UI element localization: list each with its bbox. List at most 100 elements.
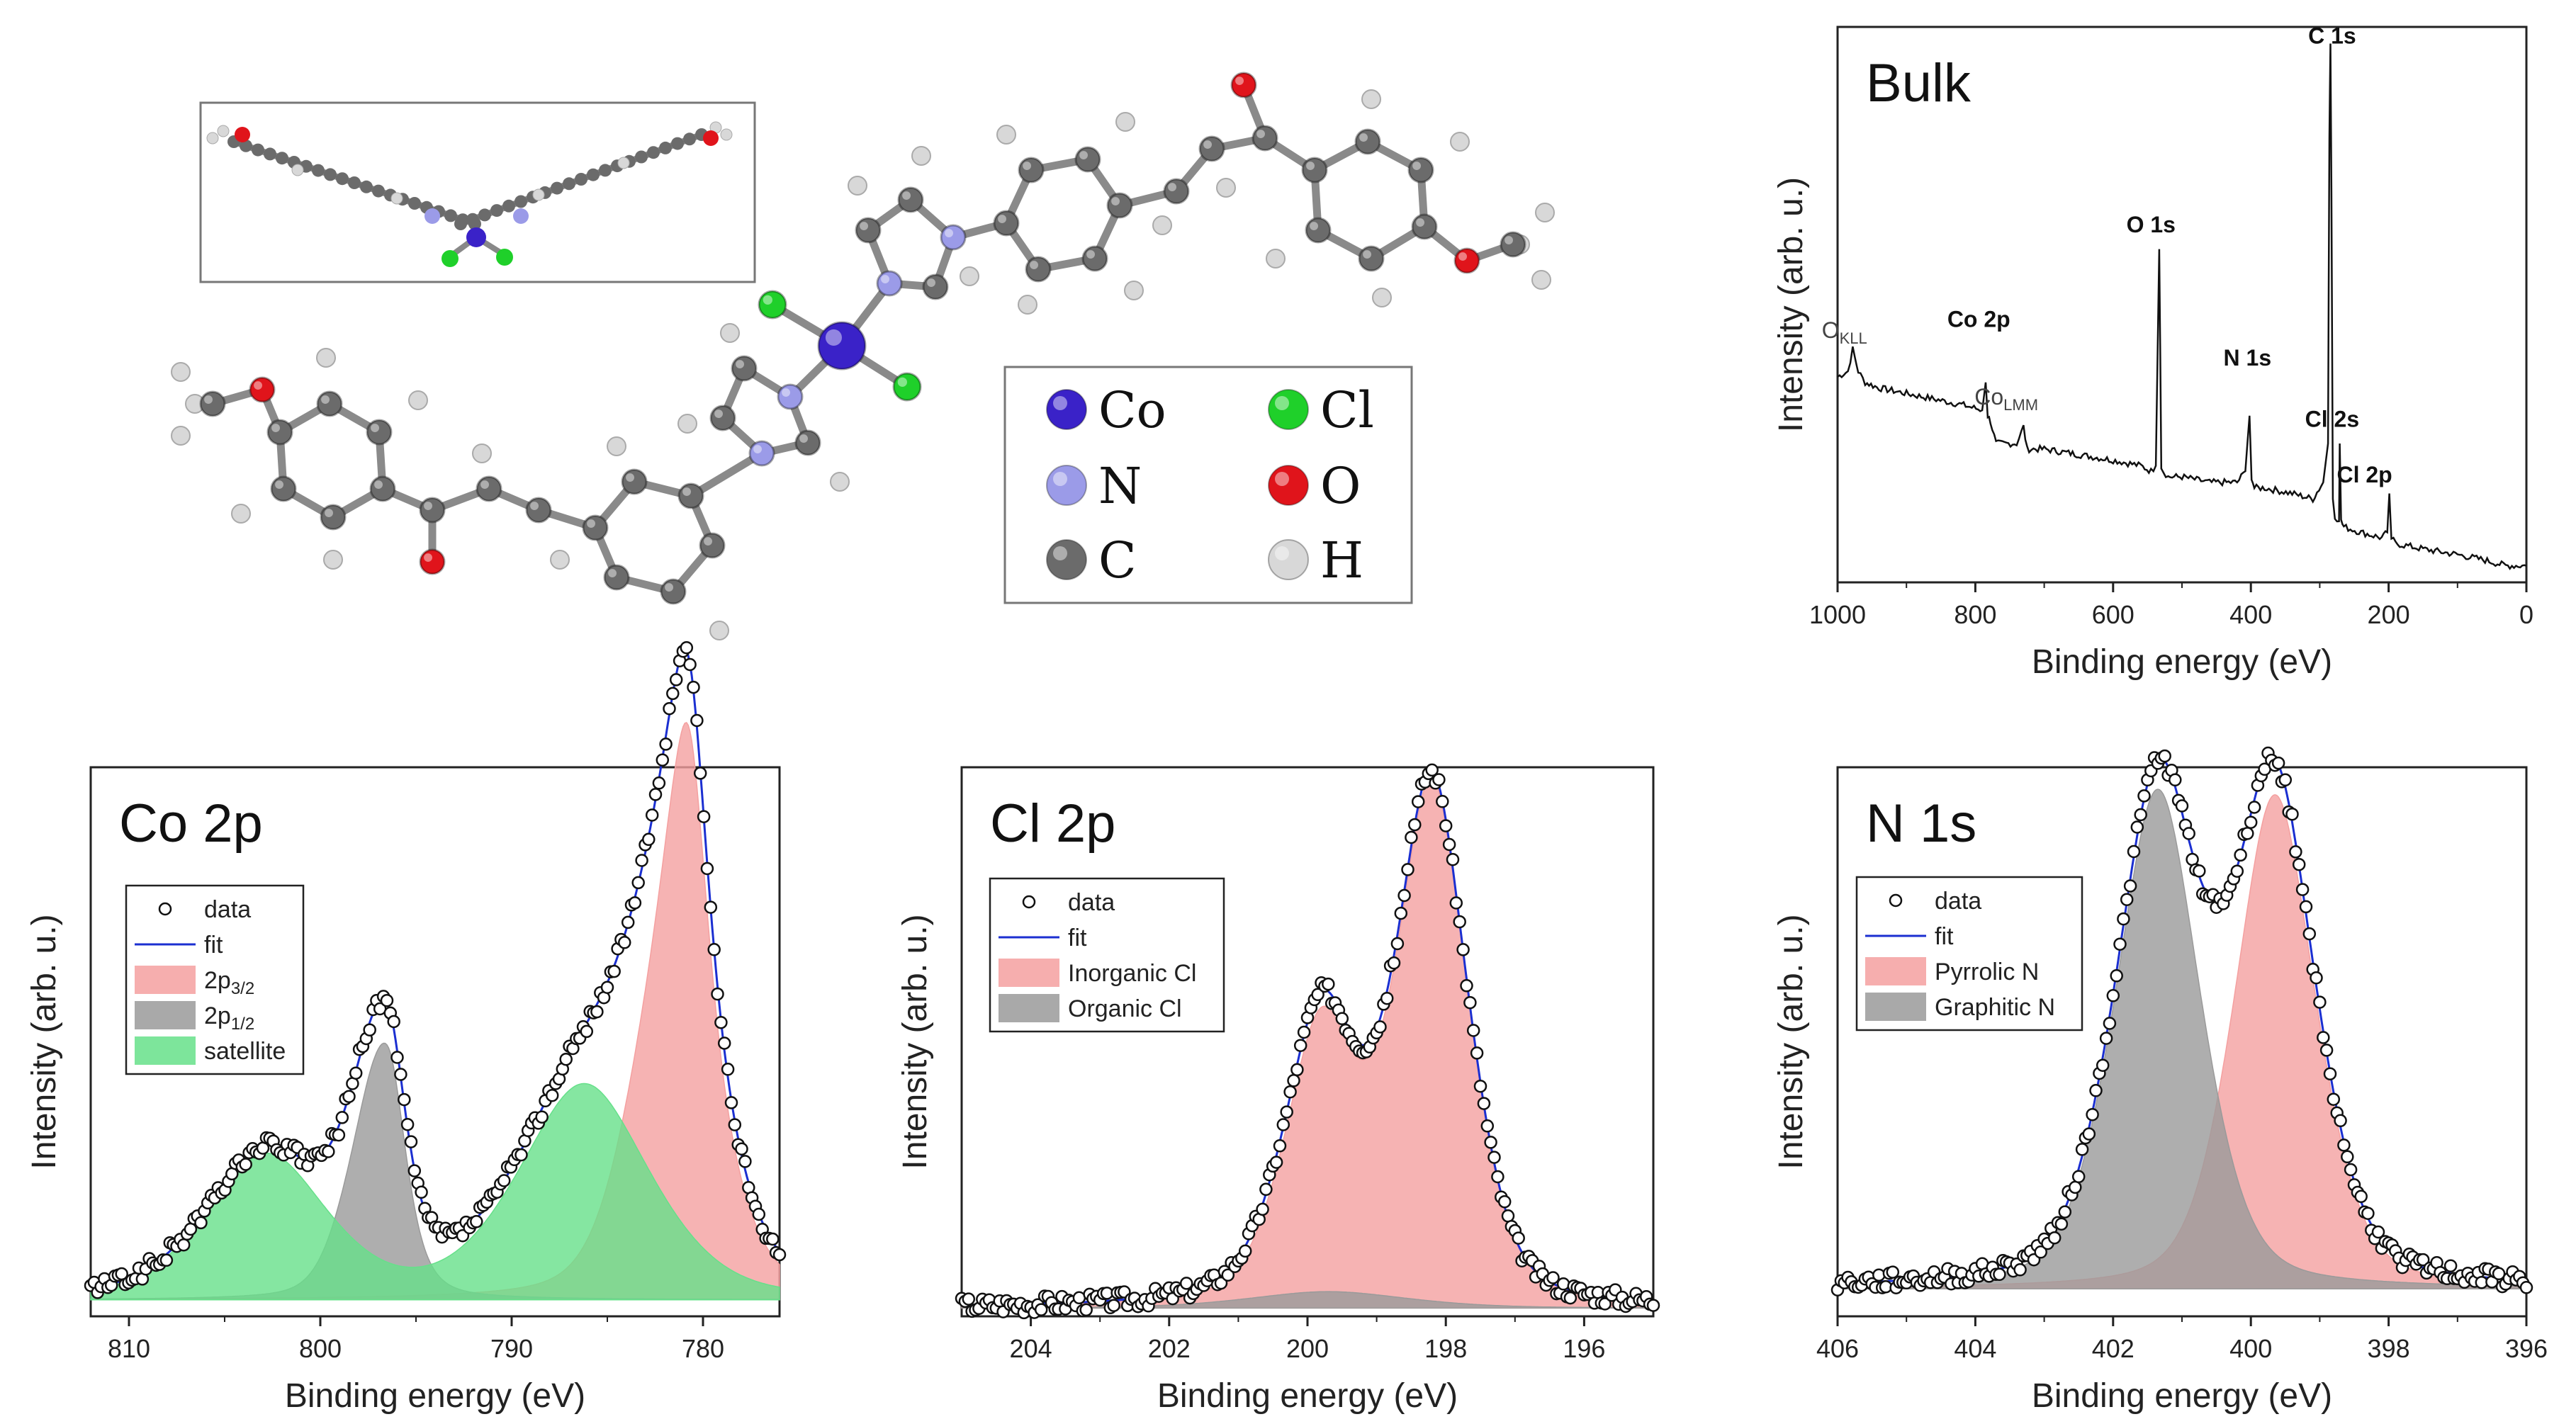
cl2p-data-point: [1256, 1202, 1269, 1216]
cl2p-legend-fit-text: fit: [1068, 925, 1087, 951]
cl2p-data-point: [1512, 1231, 1525, 1245]
co2p-data-point: [621, 915, 635, 929]
cl2p-legend-data-marker: [1022, 895, 1036, 909]
co2p-data-point: [239, 1158, 252, 1171]
cl-2p-panel: 204 202 200 198 196 Binding energy (eV) Intens…: [896, 763, 1660, 1415]
co2p-data-point: [407, 1164, 422, 1177]
cl2p-data-point: [1484, 1136, 1497, 1149]
atom-legend-c-label: C: [1098, 531, 1137, 589]
cl2p-data-point: [1107, 1299, 1120, 1312]
cl2p-data-point: [1221, 1268, 1235, 1282]
carbon-atom-highlight: [321, 395, 330, 404]
side-oxygen-atom: [703, 130, 719, 146]
hydrogen-atom: [848, 176, 867, 196]
carbon-atom: [419, 497, 446, 524]
cl2p-data-point: [1297, 1025, 1311, 1039]
cl2p-data-point: [1439, 819, 1453, 832]
bulk-x-tick-label: 0: [2519, 600, 2533, 629]
atom-legend-o-highlight: [1275, 472, 1289, 486]
carbon-atom: [1106, 192, 1133, 219]
co2p-data-point: [380, 993, 394, 1007]
co2p-data-point: [704, 900, 718, 914]
hydrogen-atom: [550, 550, 570, 570]
carbon-atom: [621, 468, 648, 495]
carbon-atom-highlight: [1023, 162, 1032, 170]
side-nitrogen-atom: [424, 208, 440, 224]
bulk-annotation-o-1s: O 1s: [2127, 212, 2176, 237]
n1s-data-point: [2285, 807, 2299, 821]
hydrogen-atom: [1115, 112, 1135, 132]
oxygen-atom: [1230, 72, 1257, 98]
carbon-atom: [1358, 245, 1385, 272]
co2p-data-point: [648, 788, 663, 801]
co2p-data-point: [349, 1066, 363, 1080]
co2p-legend-satellite-label: satellite: [204, 1038, 286, 1065]
carbon-atom: [993, 210, 1020, 237]
co2p-legend-2p3-2-text: 2p: [204, 967, 231, 994]
n1s-data-point: [2058, 1205, 2072, 1219]
atom-legend-co-label: Co: [1098, 381, 1166, 439]
carbon-atom: [855, 217, 882, 244]
side-oxygen-atom: [235, 127, 250, 142]
carbon-atom-highlight: [371, 424, 379, 432]
carbon-atom: [1163, 178, 1190, 205]
side-hydrogen-atom: [617, 157, 630, 169]
hydrogen-atom: [1450, 132, 1470, 152]
co2p-legend-data-text: data: [204, 896, 251, 923]
n1s-data-point: [2075, 1143, 2089, 1156]
side-carbon-atom: [671, 137, 684, 150]
co2p-data-point: [700, 861, 714, 876]
hydrogen-atom: [1018, 295, 1037, 315]
carbon-atom-highlight: [1310, 222, 1319, 230]
oxygen-atom-highlight: [254, 381, 262, 390]
hydrogen-atom: [1361, 89, 1381, 109]
n1s-data-point: [2137, 789, 2151, 803]
nitrogen-atom: [940, 224, 967, 251]
cl2p-data-point: [1276, 1118, 1290, 1131]
n1s-data-point: [2334, 1114, 2347, 1128]
n1s-data-point: [2113, 937, 2127, 951]
atom-legend-o-label: O: [1320, 457, 1361, 515]
bulk-annotation-cl-2p: Cl 2p: [2336, 462, 2392, 487]
side-carbon-atom: [444, 209, 457, 222]
co2p-data-point: [176, 1238, 191, 1252]
carbon-atom: [476, 475, 502, 502]
n1s-x-tick-label: 402: [2092, 1334, 2135, 1363]
hydrogen-atom: [1535, 203, 1555, 222]
carbon-atom-highlight: [1086, 250, 1096, 259]
cl2p-data-point: [1390, 937, 1405, 951]
co2p-data-point: [628, 896, 642, 910]
carbon-atom: [1500, 231, 1526, 258]
co2p-data-point: [669, 673, 683, 686]
atom-legend-n-highlight: [1053, 472, 1067, 486]
oxygen-atom-highlight: [1458, 252, 1467, 261]
side-hydrogen-atom: [206, 132, 219, 145]
atom-legend-n-label: N: [1098, 457, 1142, 515]
n1s-data-point: [2130, 820, 2144, 834]
side-carbon-atom: [490, 204, 503, 217]
hydrogen-atom: [1372, 288, 1392, 307]
side-carbon-atom: [336, 172, 349, 186]
carbon-atom-highlight: [374, 480, 383, 489]
co2p-data-point: [772, 1248, 787, 1262]
carbon-atom-highlight: [530, 502, 539, 510]
side-chlorine-atom: [496, 249, 513, 266]
n1s-data-point: [2086, 1107, 2099, 1121]
carbon-atom-highlight: [1363, 250, 1372, 259]
side-carbon-atom: [683, 132, 696, 146]
cl2p-data-point: [1287, 1074, 1300, 1087]
cl2p-data-point: [1293, 1039, 1307, 1052]
cl2p-data-point: [1487, 1151, 1501, 1164]
oxygen-atom-highlight: [1235, 77, 1244, 86]
n1s-data-point: [2292, 857, 2306, 871]
n1s-data-point: [1993, 1267, 2006, 1282]
cl2p-x-tick-label: 196: [1563, 1334, 1605, 1363]
cl2p-data-point: [1453, 915, 1466, 929]
cl2p-data-point: [1179, 1277, 1193, 1290]
carbon-atom: [320, 504, 347, 531]
co2p-legend-2p1-2-subscript: 1/2: [231, 1015, 254, 1034]
carbon-atom-highlight: [1416, 218, 1425, 227]
carbon-atom-highlight: [714, 409, 723, 418]
carbon-atom: [1407, 157, 1434, 183]
